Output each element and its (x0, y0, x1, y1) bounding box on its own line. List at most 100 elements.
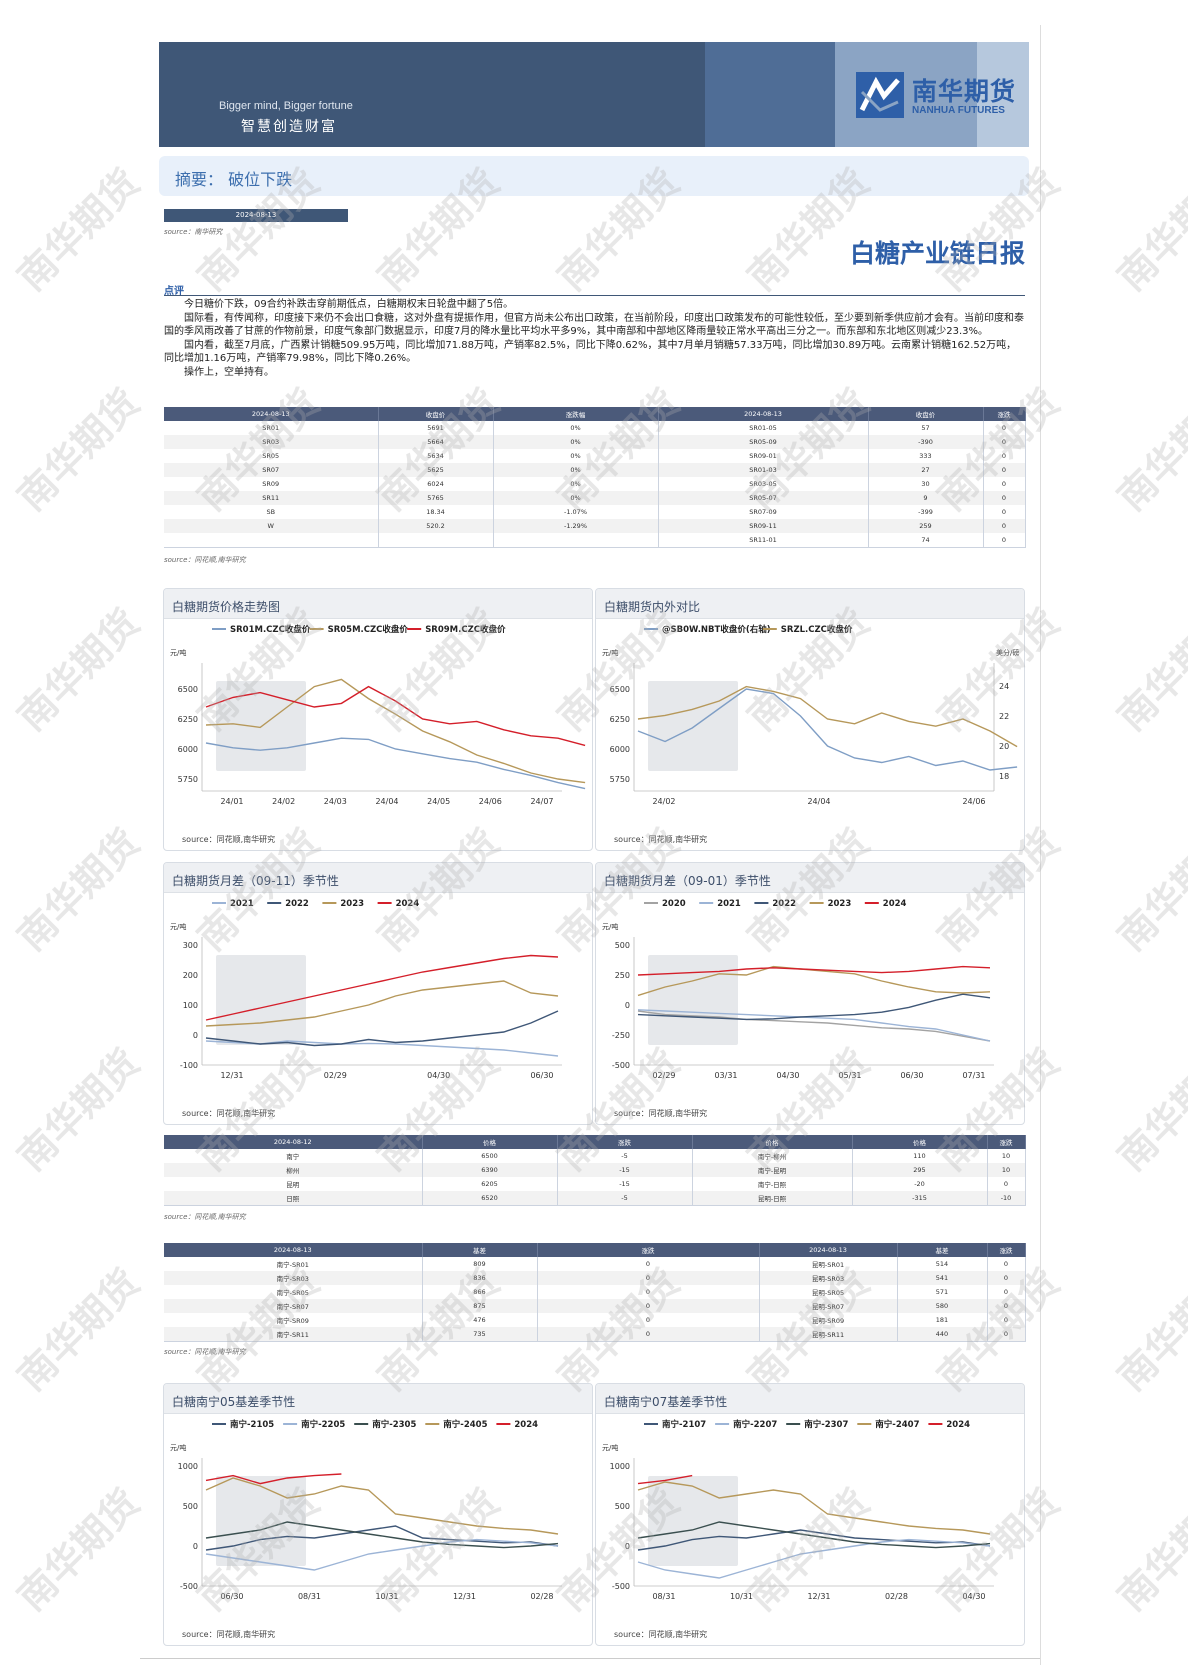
source-note: source：同花顺,南华研究 (164, 556, 246, 564)
x-tick-label: 04/30 (962, 1592, 985, 1601)
table-cell: 0 (987, 1257, 1026, 1271)
table-cell: 541 (897, 1271, 988, 1285)
table-cell: 6500 (422, 1149, 558, 1163)
table-cell: SR11 (164, 491, 379, 505)
legend-label: 2023 (340, 899, 364, 909)
x-tick-label: 06/30 (220, 1592, 243, 1601)
legend-label: 南宁-2105 (230, 1419, 274, 1430)
table-cell: 昆明-日照 (692, 1191, 853, 1206)
table-cell: 昆明-SR01 (759, 1257, 898, 1271)
y2-tick-label: 24 (999, 682, 1009, 691)
series-line (205, 1525, 559, 1551)
legend-label: SR01M.CZC收盘价 (230, 624, 311, 635)
watermark-logo-icon (216, 955, 306, 1045)
table-cell: 333 (868, 449, 984, 463)
table-cell: 南宁-SR05 (164, 1285, 423, 1299)
source-note: source：同花顺,南华研究 (164, 1213, 246, 1221)
table-cell: 0% (493, 477, 659, 491)
futures-price-table: 2024-08-13 收盘价 涨跌幅 2024-08-13 收盘价 涨跌 SR01 5691 0… (164, 407, 1026, 548)
comment-paragraph: 国际看，有传闻称，印度接下来仍不会出口食糖，这对外盘有提振作用，但官方尚未公布出… (164, 312, 1024, 338)
watermark-text: 南华期货 (1109, 380, 1188, 520)
table-cell: 27 (868, 463, 984, 477)
y-tick-label: 6250 (178, 715, 198, 724)
table-cell: SR05-09 (658, 435, 869, 449)
series-line (637, 1474, 693, 1485)
table-row: SR07 5625 0% SR01-03 27 0 (164, 463, 1026, 477)
y-tick-label: -500 (180, 1582, 198, 1591)
legend-label: 2024 (396, 899, 420, 909)
x-tick-label: 08/31 (652, 1592, 675, 1601)
table-cell: 昆明-SR03 (759, 1271, 898, 1285)
table-cell: -5 (557, 1149, 693, 1163)
legend-label: 南宁-2407 (875, 1419, 919, 1430)
y-tick-label: 6500 (178, 685, 198, 694)
table-row: SR05 5634 0% SR09-01 333 0 (164, 449, 1026, 463)
watermark-text: 南华期货 (1109, 1480, 1188, 1620)
table-cell: 6520 (422, 1191, 558, 1206)
y-tick-label: 1000 (610, 1462, 630, 1471)
table-cell: 0 (537, 1271, 760, 1285)
x-tick-label: 24/01 (220, 797, 243, 806)
table-cell: 74 (868, 533, 984, 548)
table-cell: 南宁-SR07 (164, 1299, 423, 1313)
legend-label: 南宁-2107 (662, 1419, 706, 1430)
slogan-cn: 智慧创造财富 (241, 119, 337, 135)
table-row: W 520.2 -1.29% SR09-11 259 0 (164, 519, 1026, 533)
y-tick-label: 5750 (610, 775, 630, 784)
x-tick-label: 05/31 (838, 1071, 861, 1080)
table-header: 2024-08-13 (759, 1243, 898, 1257)
table-cell: 0 (537, 1299, 760, 1313)
table-cell: SR07 (164, 463, 379, 477)
legend-label: 2021 (230, 899, 254, 909)
table-cell: 181 (897, 1313, 988, 1327)
domestic-foreign-chart: 5750 6000 6250 6500 18 20 22 24 美分/磅 元/吨 24/02 24/0… (602, 624, 1019, 806)
table-cell: -10 (987, 1191, 1026, 1206)
table-cell: 0 (987, 1271, 1026, 1285)
basis-07-chart: -500 0 500 1000 元/吨 08/31 10/31 12/31 02/28 04/30… (602, 1419, 994, 1601)
table-cell: 昆明-SR07 (759, 1299, 898, 1313)
summary-bar: 摘要： 破位下跌 (159, 156, 1029, 196)
table-cell: -390 (868, 435, 984, 449)
table-cell: 0% (493, 463, 659, 477)
page-bottom-line (140, 1658, 1040, 1659)
x-tick-label: 24/07 (530, 797, 553, 806)
table-cell: -15 (557, 1163, 693, 1177)
table-header: 涨跌 (987, 1243, 1026, 1257)
x-tick-label: 08/31 (298, 1592, 321, 1601)
table-cell: 南宁-SR03 (164, 1271, 423, 1285)
table-cell (378, 533, 494, 548)
chart-title: 白糖期货月差（09-11）季节性 (164, 863, 592, 893)
table-cell: 南宁-SR11 (164, 1327, 423, 1342)
table-row: 南宁-SR03 836 0 昆明-SR03 541 0 (164, 1271, 1026, 1285)
watermark-logo-icon (648, 955, 738, 1045)
legend-label: 南宁-2207 (733, 1419, 777, 1430)
table-header: 价格 (692, 1135, 853, 1149)
y-axis-label: 元/吨 (170, 922, 186, 931)
table-row: 南宁-SR07 875 0 昆明-SR07 580 0 (164, 1299, 1026, 1313)
table-cell: SR01 (164, 421, 379, 435)
x-tick-label: 24/05 (427, 797, 450, 806)
comment-paragraph: 国内看，截至7月底，广西累计销糖509.95万吨，同比增加71.88万吨，产销率… (164, 339, 1017, 365)
x-tick-label: 24/02 (272, 797, 295, 806)
table-header: 涨跌 (557, 1135, 693, 1149)
table-cell (164, 533, 379, 548)
source-note: source：南华研究 (164, 228, 223, 236)
table-cell: 5634 (378, 449, 494, 463)
table-cell: 259 (868, 519, 984, 533)
y-axis-label: 元/吨 (170, 1443, 186, 1452)
y-tick-label: 6250 (610, 715, 630, 724)
chart-source: source：同花顺,南华研究 (182, 1630, 276, 1639)
table-row: SR09 6024 0% SR03-05 30 0 (164, 477, 1026, 491)
table-cell: 580 (897, 1299, 988, 1313)
table-row: SR03 5664 0% SR05-09 -390 0 (164, 435, 1026, 449)
x-tick-label: 10/31 (375, 1592, 398, 1601)
table-cell: 昆明-SR05 (759, 1285, 898, 1299)
y2-tick-label: 22 (999, 712, 1009, 721)
x-tick-label: 12/31 (220, 1071, 243, 1080)
legend-label: @SB0W.NBT收盘价(右轴) (662, 624, 771, 635)
series-line (205, 1010, 559, 1047)
report-title: 白糖产业链日报 (849, 239, 1025, 268)
y2-tick-label: 18 (999, 772, 1009, 781)
table-cell: 昆明-SR09 (759, 1313, 898, 1327)
table-header: 价格 (852, 1135, 988, 1149)
